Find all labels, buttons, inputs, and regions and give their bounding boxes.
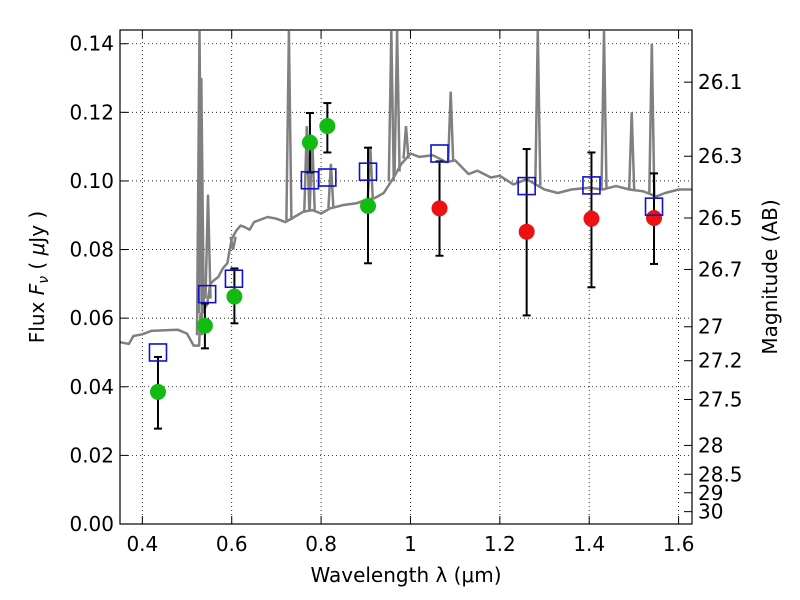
x-tick-label: 1.4 [573, 532, 605, 556]
emission-line [303, 126, 311, 212]
x-tick-label: 0.8 [305, 532, 337, 556]
magnitude-axis-label: Magnitude (AB) [758, 199, 782, 354]
magnitude-tick-label: 26.7 [698, 257, 743, 281]
magnitude-tick-label: 27 [698, 315, 723, 339]
model-point [358, 162, 378, 181]
emission-line [204, 194, 212, 299]
model-point [517, 176, 536, 196]
emission-line [648, 43, 656, 195]
magnitude-tick-label: 27.5 [698, 387, 743, 411]
y-tick-label: 0.04 [69, 375, 114, 399]
magnitude-tick-label: 27.2 [698, 349, 743, 373]
x-tick-label: 0.6 [216, 532, 248, 556]
model-point [197, 284, 217, 304]
y-tick-label: 0.06 [69, 306, 114, 330]
emission-line [197, 77, 206, 314]
magnitude-tick-label: 28.5 [698, 462, 743, 486]
plot-frame [119, 29, 693, 525]
data-point [360, 197, 377, 214]
emission-line [229, 236, 237, 250]
magnitude-tick-label: 30 [698, 500, 723, 524]
emission-line [285, 30, 293, 221]
x-axis: 0.4 0.6 0.8 1 1.2 1.4 1.6 [126, 30, 695, 556]
emission-line [627, 112, 636, 190]
y-tick-label: 0.00 [69, 512, 114, 536]
data-markers [148, 118, 664, 400]
y-tick-label: 0.14 [69, 32, 114, 56]
magnitude-tick-label: 28 [698, 433, 723, 457]
emission-line [327, 163, 335, 209]
data-point [196, 317, 213, 334]
data-point [431, 200, 448, 217]
emission-line [393, 30, 401, 172]
y-axis-label: Flux Fν ( μJy ) [25, 211, 52, 343]
emission-line [446, 91, 455, 162]
data-point [518, 223, 535, 240]
emission-line [534, 30, 542, 186]
y-tick-label: 0.08 [69, 238, 114, 262]
data-point [226, 288, 243, 305]
emission-line [387, 30, 396, 182]
data-point [301, 134, 318, 151]
y-axis: 0.00 0.02 0.04 0.06 0.08 0.10 0.12 0.14 [69, 32, 128, 536]
data-point [149, 383, 166, 400]
data-point [319, 118, 336, 135]
x-axis-label: Wavelength λ (μm) [310, 563, 501, 587]
y-tick-label: 0.02 [69, 443, 114, 467]
x-tick-label: 0.4 [126, 532, 158, 556]
x-tick-label: 1.2 [484, 532, 516, 556]
x-tick-label: 1 [404, 532, 417, 556]
y-tick-label: 0.10 [69, 169, 114, 193]
magnitude-tick-label: 29 [698, 481, 723, 505]
model-point [644, 197, 664, 216]
spectrum-layer [119, 30, 692, 347]
data-point [646, 209, 663, 226]
model-point [318, 168, 337, 187]
data-point [583, 210, 600, 227]
emission-line [600, 30, 608, 190]
emission-line [195, 30, 204, 336]
model-point [582, 176, 601, 195]
magnitude-tick-label: 26.3 [698, 144, 743, 168]
model-point [430, 144, 449, 163]
y-tick-label: 0.12 [69, 100, 114, 124]
magnitude-tick-label: 26.5 [698, 206, 743, 230]
x-tick-label: 1.6 [663, 532, 695, 556]
magnitude-tick-label: 26.1 [698, 70, 743, 94]
model-point [224, 269, 244, 289]
model-point [148, 343, 168, 362]
emission-line [402, 126, 410, 159]
